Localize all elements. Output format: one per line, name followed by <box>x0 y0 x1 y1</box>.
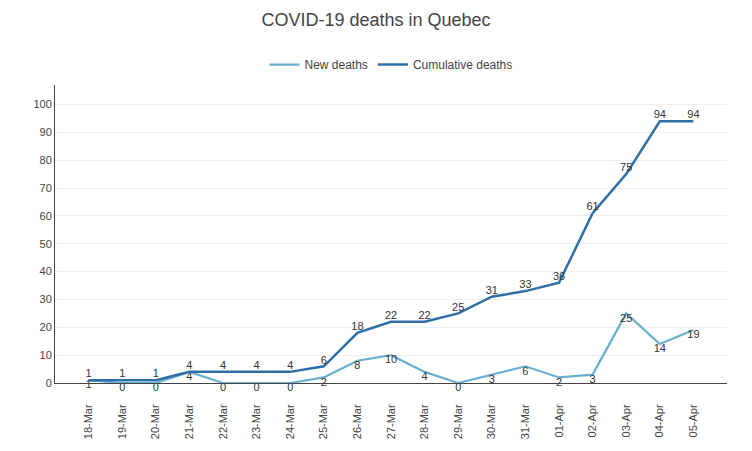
svg-text:4: 4 <box>186 370 192 382</box>
svg-text:22: 22 <box>385 309 397 321</box>
svg-text:90: 90 <box>40 126 52 138</box>
svg-text:40: 40 <box>40 265 52 277</box>
svg-text:36: 36 <box>553 270 565 282</box>
svg-text:30-Mar: 30-Mar <box>485 404 497 439</box>
svg-text:2: 2 <box>556 376 562 388</box>
svg-text:27-Mar: 27-Mar <box>385 404 397 439</box>
svg-text:94: 94 <box>654 108 666 120</box>
svg-text:61: 61 <box>586 200 598 212</box>
svg-text:94: 94 <box>687 108 699 120</box>
svg-text:50: 50 <box>40 238 52 250</box>
svg-text:3: 3 <box>590 373 596 385</box>
svg-text:0: 0 <box>254 381 260 393</box>
svg-text:8: 8 <box>354 359 360 371</box>
svg-text:23-Mar: 23-Mar <box>250 404 262 439</box>
svg-text:19: 19 <box>687 328 699 340</box>
svg-text:30: 30 <box>40 293 52 305</box>
svg-text:0: 0 <box>46 377 52 389</box>
svg-text:4: 4 <box>186 359 192 371</box>
svg-text:20-Mar: 20-Mar <box>149 404 161 439</box>
svg-text:31: 31 <box>486 284 498 296</box>
svg-text:28-Mar: 28-Mar <box>418 404 430 439</box>
svg-text:100: 100 <box>33 98 51 110</box>
svg-text:4: 4 <box>220 359 226 371</box>
svg-text:18-Mar: 18-Mar <box>82 404 94 439</box>
svg-text:2: 2 <box>321 376 327 388</box>
svg-text:10: 10 <box>40 349 52 361</box>
svg-text:29-Mar: 29-Mar <box>452 404 464 439</box>
svg-text:0: 0 <box>455 381 461 393</box>
svg-text:21-Mar: 21-Mar <box>183 404 195 439</box>
svg-text:0: 0 <box>287 381 293 393</box>
svg-text:25-Mar: 25-Mar <box>317 404 329 439</box>
svg-text:22-Mar: 22-Mar <box>217 404 229 439</box>
svg-text:24-Mar: 24-Mar <box>284 404 296 439</box>
svg-text:19-Mar: 19-Mar <box>116 404 128 439</box>
svg-text:3: 3 <box>489 373 495 385</box>
svg-text:01-Apr: 01-Apr <box>553 404 565 437</box>
svg-text:31-Mar: 31-Mar <box>519 404 531 439</box>
svg-text:1: 1 <box>119 367 125 379</box>
svg-text:05-Apr: 05-Apr <box>687 404 699 437</box>
svg-text:1: 1 <box>86 378 92 390</box>
svg-text:03-Apr: 03-Apr <box>620 404 632 437</box>
svg-text:10: 10 <box>385 353 397 365</box>
svg-text:18: 18 <box>351 320 363 332</box>
svg-text:4: 4 <box>422 370 428 382</box>
svg-text:0: 0 <box>220 381 226 393</box>
svg-text:6: 6 <box>522 365 528 377</box>
svg-text:New deaths: New deaths <box>305 58 368 72</box>
svg-text:22: 22 <box>418 309 430 321</box>
svg-text:33: 33 <box>519 278 531 290</box>
svg-text:02-Apr: 02-Apr <box>586 404 598 437</box>
svg-text:1: 1 <box>153 367 159 379</box>
svg-text:0: 0 <box>119 381 125 393</box>
svg-text:25: 25 <box>452 301 464 313</box>
svg-text:25: 25 <box>620 312 632 324</box>
svg-text:4: 4 <box>254 359 260 371</box>
svg-text:04-Apr: 04-Apr <box>653 404 665 437</box>
svg-text:0: 0 <box>153 381 159 393</box>
svg-text:1: 1 <box>86 367 92 379</box>
svg-text:6: 6 <box>321 354 327 366</box>
svg-text:70: 70 <box>40 182 52 194</box>
svg-text:COVID-19 deaths in Quebec: COVID-19 deaths in Quebec <box>261 10 490 30</box>
svg-text:26-Mar: 26-Mar <box>351 404 363 439</box>
svg-text:Cumulative deaths: Cumulative deaths <box>413 58 512 72</box>
svg-text:14: 14 <box>654 342 666 354</box>
svg-text:80: 80 <box>40 154 52 166</box>
svg-text:60: 60 <box>40 210 52 222</box>
svg-text:20: 20 <box>40 321 52 333</box>
svg-text:4: 4 <box>287 359 293 371</box>
svg-text:75: 75 <box>620 161 632 173</box>
